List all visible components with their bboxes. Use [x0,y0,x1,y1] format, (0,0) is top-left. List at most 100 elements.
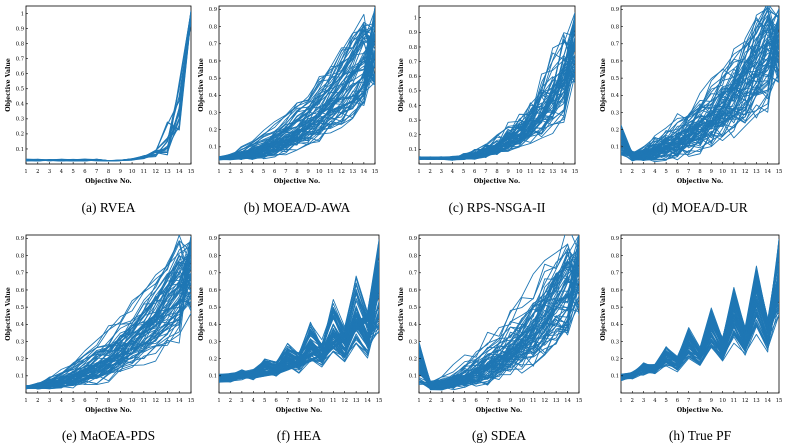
y-tick-label: 0.8 [16,41,24,47]
y-axis-label: Objective Value [198,58,205,112]
y-tick-label: 0.9 [16,26,24,32]
x-tick-label: 3 [48,398,51,404]
y-tick-label: 0.8 [16,253,24,259]
x-tick-label: 7 [687,169,690,175]
x-tick-label: 11 [731,169,738,175]
y-tick-label: 0.9 [16,236,24,242]
series-line [26,15,191,162]
series-line [621,269,779,379]
x-tick-label: 4 [452,398,456,404]
x-tick-label: 6 [473,169,476,175]
x-tick-label: 4 [60,169,64,175]
x-tick-label: 4 [60,398,64,404]
x-tick-label: 10 [129,398,136,404]
y-tick-label: 0.3 [209,339,217,345]
y-tick-label: 0.2 [16,356,24,362]
y-tick-label: 0.2 [209,127,217,133]
series-line [219,7,375,160]
x-tick-label: 8 [495,169,498,175]
y-tick-label: 0.5 [16,305,24,311]
x-tick-label: 9 [309,398,312,404]
series-line [621,23,779,154]
x-axis-label: Objective No. [85,407,131,414]
x-tick-label: 8 [497,398,500,404]
y-tick-label: 0.8 [409,253,417,259]
series-line [621,20,779,156]
y-tick-label: 0.9 [611,7,619,13]
x-tick-label: 10 [319,398,326,404]
series-line [26,235,191,387]
x-tick-label: 13 [353,398,360,404]
x-tick-label: 15 [776,398,783,404]
x-tick-label: 1 [417,169,420,175]
panel-e: 1 2 3 4 5 6 7 8 9 10 11 12 13 14 150.10.20.30.40.50.60… [5,234,195,443]
y-tick-label: 0.1 [611,145,619,151]
series-group [26,235,191,390]
x-tick-label: 10 [519,398,526,404]
series-line [26,240,191,388]
x-tick-label: 5 [664,398,667,404]
x-tick-label: 7 [284,169,287,175]
y-tick-label: 0.1 [209,145,217,151]
x-tick-label: 3 [240,169,243,175]
panel-caption: (c) RPS-NSGA-II [448,200,546,215]
y-tick-label: 0.6 [209,288,217,294]
series-line [621,44,779,158]
x-tick-label: 1 [417,398,420,404]
x-tick-label: 15 [572,169,579,175]
y-tick-label: 0.5 [409,89,417,95]
x-tick-label: 14 [364,398,371,404]
x-tick-label: 7 [286,398,289,404]
y-axis-label: Objective Value [398,58,405,112]
plot-frame [25,5,192,165]
x-tick-label: 5 [71,169,74,175]
y-tick-label: 0.4 [16,102,25,108]
series-line [419,37,575,160]
y-tick-label: 1 [21,11,24,17]
x-tick-label: 4 [251,169,255,175]
y-tick-label: 0.2 [409,133,417,139]
x-tick-label: 8 [297,398,300,404]
series-line [219,75,375,159]
x-tick-label: 10 [129,169,136,175]
x-tick-label: 13 [553,398,560,404]
x-tick-label: 15 [776,169,783,175]
x-axis-label: Objective No. [474,178,520,185]
x-tick-label: 1 [217,398,220,404]
x-tick-label: 7 [95,169,98,175]
x-tick-label: 7 [95,398,98,404]
series-group [621,238,779,382]
x-tick-label: 3 [240,398,243,404]
x-tick-label: 15 [188,398,195,404]
x-axis-label: Objective No. [276,407,322,414]
x-tick-label: 9 [119,398,122,404]
y-tick-label: 0.3 [409,339,417,345]
series-line [219,26,375,160]
y-tick-label: 0.6 [16,72,24,78]
y-tick-label: 0.7 [16,56,24,62]
y-axis-label: Objective Value [198,287,205,341]
y-tick-label: 0.4 [16,322,25,328]
series-line [419,235,579,391]
y-tick-label: 0.7 [209,271,217,277]
y-tick-label: 0.5 [209,305,217,311]
series-line [219,275,379,381]
series-line [621,71,779,159]
y-tick-label: 0.2 [16,132,24,138]
x-tick-label: 12 [538,169,545,175]
panel-f: 1 2 3 4 5 6 7 8 9 10 11 12 13 14 150.10.20.30.40.50.60… [198,234,382,443]
series-line [419,266,579,390]
y-tick-label: 0.9 [409,236,417,242]
x-tick-label: 2 [631,169,634,175]
y-tick-label: 0.8 [209,24,217,30]
y-tick-label: 0.1 [16,147,24,153]
x-tick-label: 13 [349,169,356,175]
x-tick-label: 10 [719,398,726,404]
series-line [219,63,375,160]
x-axis-label: Objective No. [85,178,131,185]
y-tick-label: 0.8 [611,24,619,30]
x-tick-label: 15 [576,398,583,404]
panel-caption: (d) MOEA/D-UR [652,200,748,215]
x-tick-label: 9 [506,169,509,175]
series-line [419,235,579,384]
